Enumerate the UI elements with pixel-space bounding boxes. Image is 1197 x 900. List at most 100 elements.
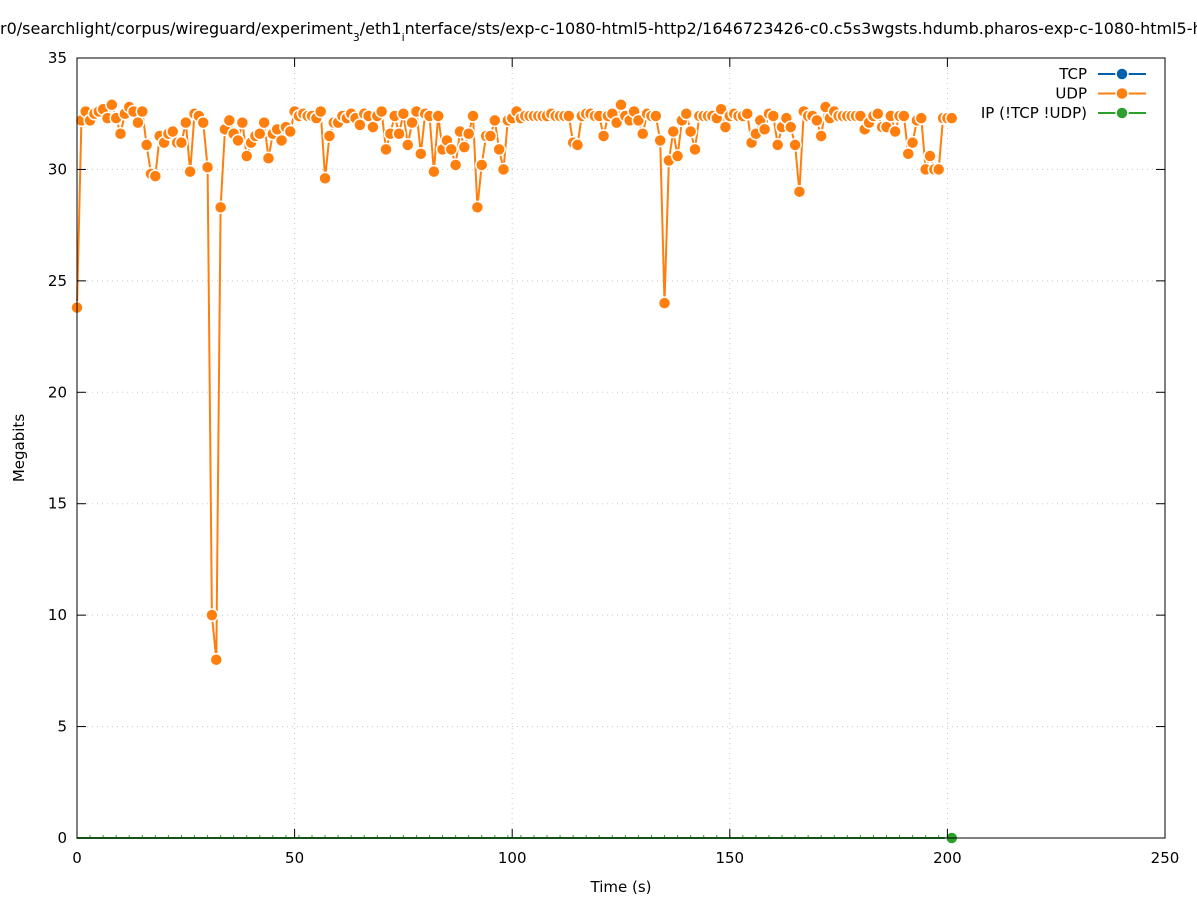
data-point <box>945 111 959 125</box>
data-point <box>139 138 154 152</box>
y-tick-label: 5 <box>57 718 67 736</box>
data-point <box>923 149 937 163</box>
data-point <box>688 142 702 157</box>
data-point <box>131 115 145 130</box>
data-point <box>757 122 772 137</box>
y-tick-label: 15 <box>48 495 67 513</box>
data-point <box>274 133 289 148</box>
data-point <box>649 109 663 123</box>
legend-label: IP (!TCP !UDP) <box>981 104 1087 122</box>
data-point <box>810 113 824 128</box>
data-point <box>213 200 228 215</box>
x-tick-label: 100 <box>498 849 527 867</box>
series-1 <box>70 98 959 667</box>
data-point <box>105 98 119 112</box>
data-point <box>683 124 698 139</box>
data-point <box>853 109 868 123</box>
data-point <box>492 142 506 157</box>
y-tick-label: 30 <box>48 160 67 178</box>
y-tick-label: 25 <box>48 272 67 290</box>
y-tick-label: 0 <box>57 829 67 847</box>
grid <box>77 58 1165 838</box>
data-point <box>496 162 511 177</box>
data-point <box>209 652 224 667</box>
data-point <box>444 142 459 157</box>
data-point <box>488 113 502 128</box>
data-point <box>174 135 189 150</box>
data-point <box>714 102 728 117</box>
title-part-b: /eth1 <box>360 19 402 38</box>
data-point <box>888 124 902 139</box>
plot-frame <box>76 57 1166 839</box>
legend-marker <box>1115 67 1129 81</box>
data-point <box>283 124 297 139</box>
data-point <box>914 111 929 125</box>
data-point <box>570 138 585 152</box>
x-axis-label: Time (s) <box>590 878 652 896</box>
data-point <box>897 109 911 123</box>
data-point <box>901 147 915 161</box>
data-point <box>457 140 472 154</box>
data-point <box>135 104 150 119</box>
data-point <box>636 127 650 141</box>
data-point <box>396 106 411 121</box>
data-point <box>113 127 128 141</box>
data-point <box>653 133 667 148</box>
y-tick-label: 20 <box>48 383 67 401</box>
data-point <box>814 129 828 143</box>
data-point <box>239 149 254 163</box>
data-point <box>148 169 163 183</box>
data-point <box>679 106 694 121</box>
data-point <box>931 162 946 177</box>
data-point <box>766 109 781 123</box>
legend-label: UDP <box>1055 85 1087 103</box>
x-tick-label: 150 <box>715 849 744 867</box>
data-point <box>614 98 628 112</box>
data-point <box>374 104 389 119</box>
data-point <box>474 158 489 172</box>
chart-title: r0/searchlight/corpus/wireguard/experime… <box>0 19 1197 44</box>
x-tick-label: 200 <box>933 849 962 867</box>
data-point <box>179 115 193 130</box>
data-point <box>205 608 219 622</box>
title-part-a: r0/searchlight/corpus/wireguard/experime… <box>0 19 353 38</box>
data-point <box>666 124 680 139</box>
data-point <box>257 115 271 130</box>
axis-ticks: 0 5 10 15 20 25 30 35 0 50 100 150 200 250 <box>48 49 1179 867</box>
y-tick-label: 35 <box>48 49 67 67</box>
data-point <box>313 104 328 119</box>
data-point <box>783 120 798 134</box>
data-point <box>670 149 685 163</box>
title-sub-1: 3 <box>353 31 360 44</box>
x-tick-label: 0 <box>72 849 82 867</box>
data-point <box>483 129 498 143</box>
title-sub-2: i <box>402 31 405 44</box>
data-point <box>871 106 885 121</box>
title-part-c: nterface/sts/exp-c-1080-html5-http2/1646… <box>405 19 1197 38</box>
y-tick-label: 10 <box>48 606 67 624</box>
data-point <box>596 129 611 143</box>
data-point <box>196 115 210 130</box>
y-axis-label: Megabits <box>10 414 28 482</box>
data-point <box>379 142 393 157</box>
data-point <box>788 138 802 152</box>
data-point <box>322 129 337 143</box>
data-point <box>770 138 785 152</box>
data-point <box>414 147 428 161</box>
legend-label: TCP <box>1058 65 1087 83</box>
data-point <box>461 127 476 141</box>
data-point <box>631 113 646 128</box>
data-point <box>235 115 250 130</box>
data-point <box>261 151 276 166</box>
series-line <box>76 101 952 660</box>
data-point <box>253 127 267 141</box>
data-point <box>405 115 419 130</box>
data-point <box>905 135 920 150</box>
data-point <box>718 120 733 134</box>
data-point <box>740 106 754 121</box>
data-point <box>200 160 215 174</box>
data-point <box>231 133 245 148</box>
data-point <box>165 124 180 139</box>
